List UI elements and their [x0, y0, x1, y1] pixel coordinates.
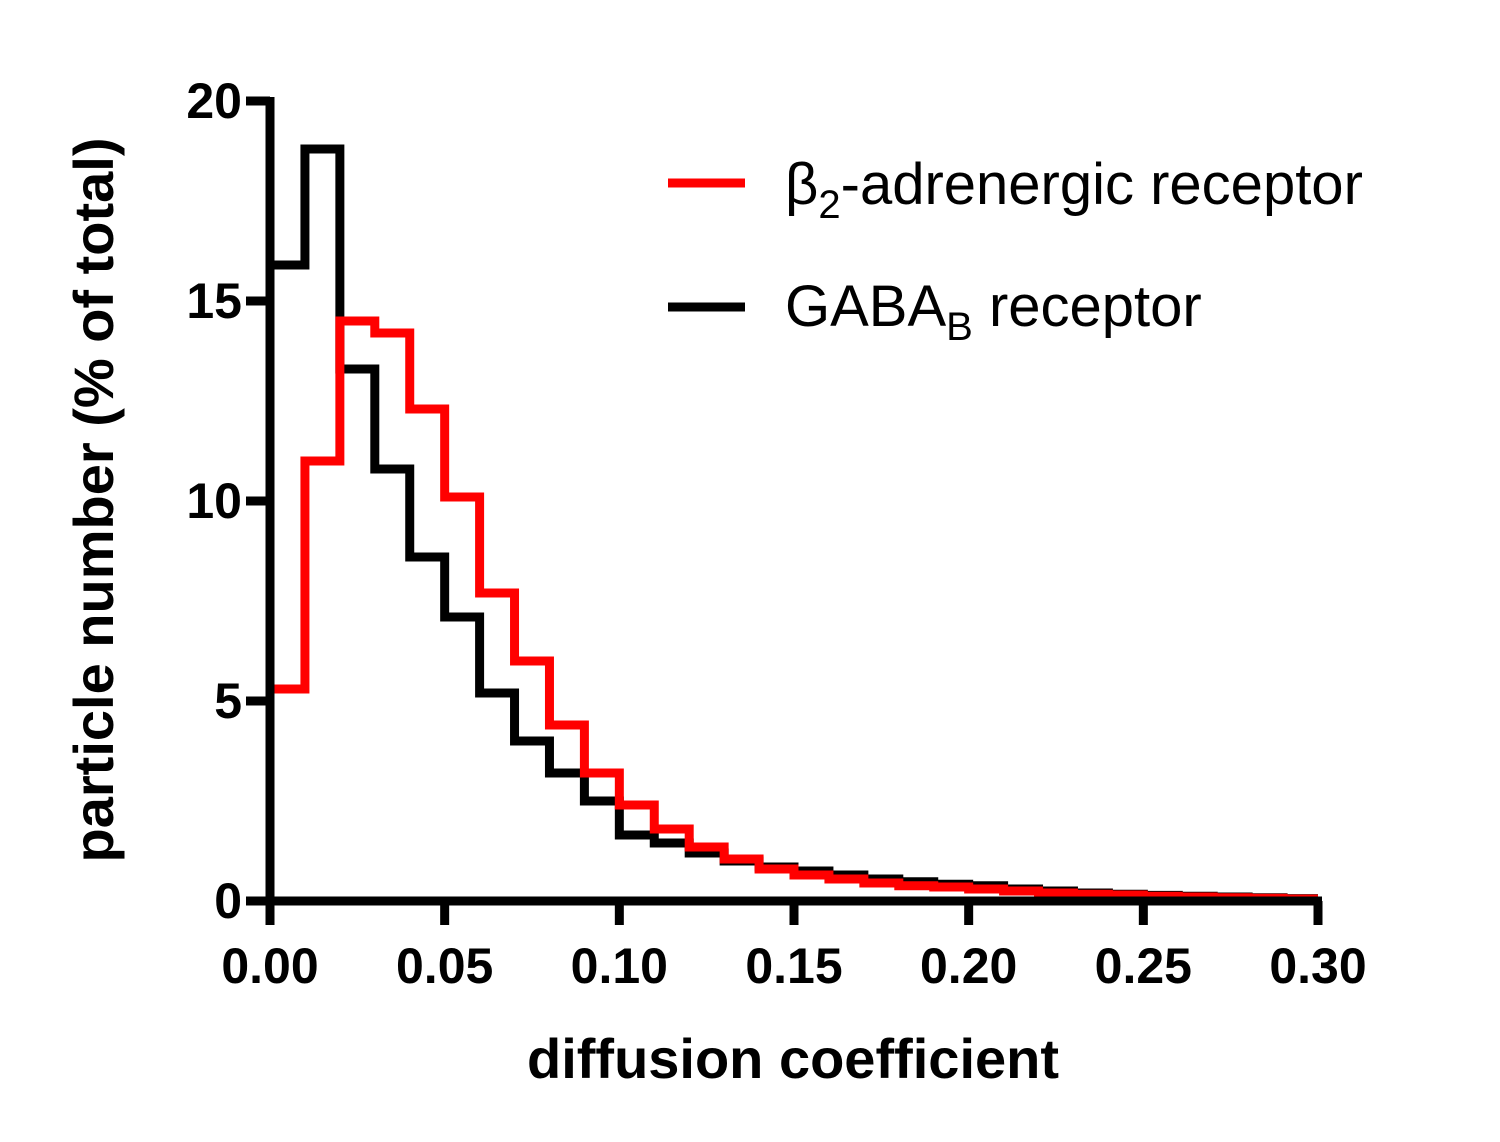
- y-tick-label: 10: [186, 473, 242, 529]
- x-axis-title: diffusion coefficient: [527, 1027, 1059, 1090]
- series-line-gabab: [265, 144, 1318, 904]
- series-line-beta2-adrenergic: [265, 316, 1318, 904]
- y-tick-label: 20: [186, 73, 242, 129]
- y-tick-label: 0: [214, 873, 242, 929]
- x-tick-label: 0.30: [1269, 938, 1366, 994]
- tick-labels-group: 0.00 0.05 0.10 0.15 0.20 0.25 0.30 0 5 10 15 20: [186, 73, 1366, 994]
- legend-label-gabab-sub: B: [946, 305, 973, 349]
- legend-label-beta2-rest: -adrenergic receptor: [841, 152, 1363, 217]
- legend-label-beta2-main: β: [785, 152, 818, 217]
- x-tick-label: 0.20: [920, 938, 1017, 994]
- x-tick-label: 0.10: [571, 938, 668, 994]
- legend-label-gabab: GABAB receptor: [785, 274, 1202, 349]
- legend-label-gabab-main: GABA: [785, 274, 946, 339]
- legend-label-gabab-rest: receptor: [973, 274, 1202, 339]
- legend-label-beta2: β2-adrenergic receptor: [785, 152, 1363, 227]
- axes-group: [246, 96, 1323, 925]
- x-tick-label: 0.05: [396, 938, 493, 994]
- y-tick-label: 15: [186, 273, 242, 329]
- x-tick-label: 0.25: [1095, 938, 1192, 994]
- x-tick-label: 0.00: [221, 938, 318, 994]
- y-tick-label: 5: [214, 673, 242, 729]
- x-tick-label: 0.15: [745, 938, 842, 994]
- series-group: [265, 144, 1318, 904]
- legend: β2-adrenergic receptor GABAB receptor: [668, 152, 1363, 349]
- y-axis-title: particle number (% of total): [62, 138, 125, 863]
- legend-label-beta2-sub: 2: [818, 183, 840, 227]
